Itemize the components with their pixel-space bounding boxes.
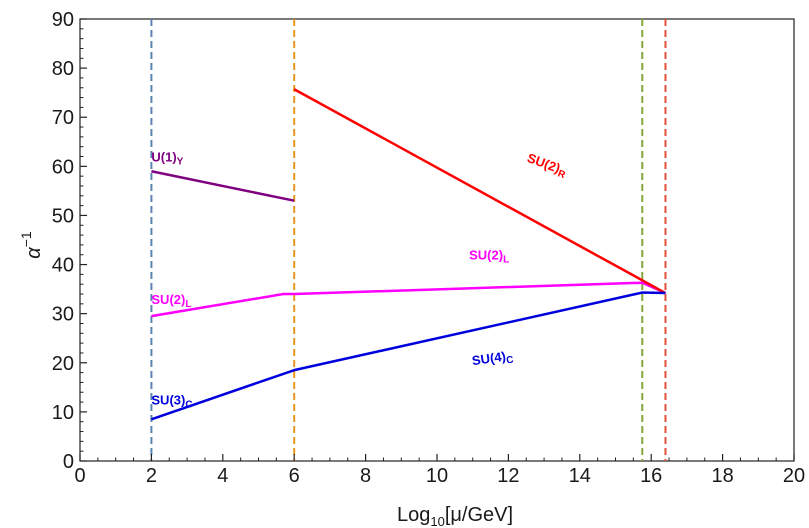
series-labels: U(1)Y SU(2)L SU(2)L SU(2)R SU(3)C SU(4)C [151,149,570,411]
x-tick-label-8: 16 [640,465,662,487]
x-tick-label-3: 6 [289,465,300,487]
x-tick-label-1: 2 [146,465,157,487]
y-tick-label-1: 10 [52,402,74,424]
series-lines [150,88,667,421]
x-axis-label: Log10[μ/GeV] [397,504,513,528]
series-label-3: SU(3)C [151,393,192,411]
x-tick-label-10: 20 [783,465,805,487]
x-tick-label-4: 8 [360,465,371,487]
y-tick-label-9: 90 [52,9,74,31]
x-tick-label-5: 10 [426,465,448,487]
y-tick-label-3: 30 [52,304,74,326]
series-label-2: SU(2)R [524,150,570,181]
y-tick-label-6: 60 [52,156,74,178]
y-tick-label-2: 20 [52,353,74,375]
y-tick-label-7: 70 [52,107,74,129]
x-tick-label-2: 4 [217,465,228,487]
plot-frame [79,18,795,462]
y-tick-label-8: 80 [52,58,74,80]
x-axis-ticks: 0 2 4 6 8 10 12 14 16 18 20 [74,454,805,487]
y-axis-label: α−1 [18,231,45,259]
series-line-2 [293,88,667,295]
series-line-0 [151,170,295,202]
series-label-1-b: SU(2)L [469,248,509,266]
vertical-lines [150,19,667,461]
y-tick-label-5: 50 [52,205,74,227]
y-tick-label-0: 0 [63,451,74,473]
x-tick-label-6: 12 [497,465,519,487]
series-label-3-b: SU(4)C [471,348,514,372]
series-label-0: U(1)Y [151,149,183,167]
x-tick-label-7: 14 [569,465,591,487]
series-label-1: SU(2)L [151,292,191,310]
x-tick-label-9: 18 [711,465,733,487]
y-axis-ticks: 0 10 20 30 40 50 60 70 80 90 [52,9,87,473]
series-line-3 [150,291,666,421]
series-line-1 [151,281,666,318]
y-tick-label-4: 40 [52,255,74,277]
x-tick-label-0: 0 [74,465,85,487]
